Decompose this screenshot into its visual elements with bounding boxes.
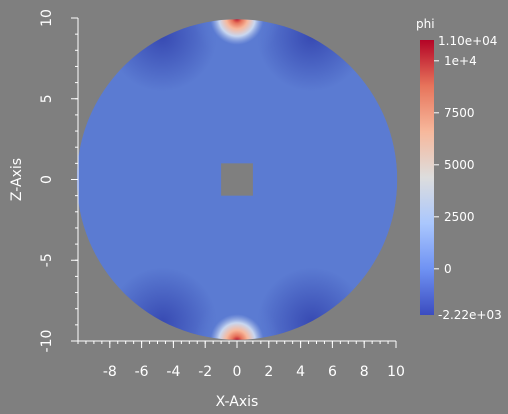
x-tick-label: -4	[166, 364, 180, 380]
colorbar-tick-label: 1e+4	[444, 54, 477, 68]
y-tick-label: -10	[39, 330, 55, 353]
y-tick-label: -5	[39, 253, 55, 267]
colorbar-tick-label: 2500	[444, 210, 475, 224]
x-tick-label: -8	[103, 364, 117, 380]
y-tick-label: 5	[39, 94, 55, 103]
x-tick-label: -6	[135, 364, 149, 380]
square-hole	[221, 163, 253, 195]
x-tick-label: 0	[233, 364, 242, 380]
x-tick-label: 2	[264, 364, 273, 380]
x-axis-label: X-Axis	[216, 394, 259, 410]
x-tick-label: 6	[328, 364, 337, 380]
y-axis-label: Z-Axis	[9, 158, 25, 201]
phi-field	[77, 0, 398, 384]
colorbar-title: phi	[416, 17, 435, 31]
colorbar-tick-label: 7500	[444, 106, 475, 120]
colorbar-min-label: -2.22e+03	[438, 308, 502, 322]
y-tick-label: 10	[39, 9, 55, 27]
x-tick-label: 8	[360, 364, 369, 380]
colorbar-max-label: 1.10e+04	[438, 34, 497, 48]
colorbar-tick-label: 5000	[444, 158, 475, 172]
y-tick-label: 0	[39, 175, 55, 184]
colorbar: phi 1.10e+04 -2.22e+03 0 2500 5000 7500 1e+4	[416, 17, 502, 322]
colorbar-tick-label: 0	[444, 262, 452, 276]
x-tick-label: 4	[296, 364, 305, 380]
colorbar-gradient	[420, 40, 434, 315]
x-tick-label: -2	[198, 364, 212, 380]
x-tick-label: 10	[387, 364, 405, 380]
